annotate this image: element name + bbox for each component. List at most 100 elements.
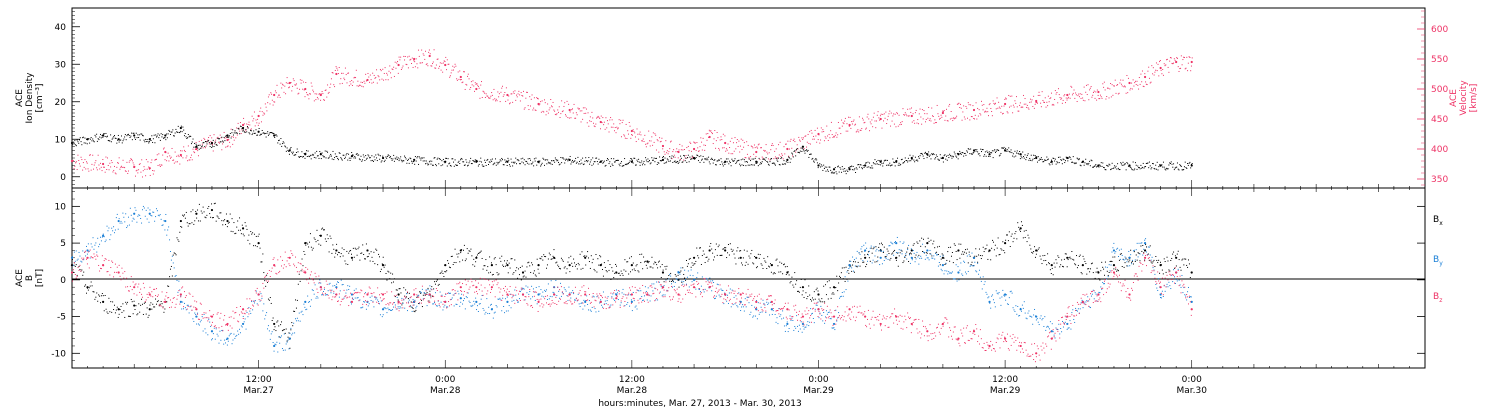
velocity-trace-dot <box>688 150 690 152</box>
velocity-trace-dot <box>563 105 565 107</box>
by-trace-dot <box>197 323 199 325</box>
bx-trace-dot <box>572 265 574 267</box>
density-trace-dot <box>355 153 357 155</box>
by-trace-dot <box>194 312 196 314</box>
velocity-trace-dot <box>79 165 81 167</box>
velocity-trace-dot <box>649 145 651 147</box>
density-trace-dot <box>651 157 653 159</box>
density-trace-dot <box>721 161 723 163</box>
velocity-trace-dot <box>647 142 649 144</box>
bx-trace-dot <box>1066 266 1068 268</box>
velocity-trace-dot <box>253 111 255 113</box>
velocity-trace-dot <box>840 133 842 135</box>
bx-trace-dot <box>181 226 183 228</box>
velocity-trace-dot <box>1131 82 1133 84</box>
bx-trace-dot <box>789 282 791 284</box>
bx-trace-dot <box>1003 250 1005 252</box>
density-trace-dot <box>898 162 900 164</box>
bx-point <box>335 249 338 252</box>
bx-trace-dot <box>523 275 525 277</box>
velocity-trace-dot <box>802 137 804 139</box>
bx-trace-dot <box>1136 259 1138 261</box>
by-trace-dot <box>171 255 173 257</box>
by-point <box>584 300 587 303</box>
density-trace-dot <box>495 164 497 166</box>
density-trace-dot <box>586 161 588 163</box>
bx-point <box>1066 256 1069 259</box>
velocity-trace-dot <box>1075 92 1077 94</box>
bx-trace-dot <box>289 347 291 349</box>
bx-trace-dot <box>90 281 92 283</box>
velocity-trace-dot <box>883 120 885 122</box>
bx-trace-dot <box>300 270 302 272</box>
bx-trace-dot <box>732 249 734 251</box>
bx-trace-dot <box>383 266 385 268</box>
bx-trace-dot <box>146 307 148 309</box>
bx-point <box>397 293 400 296</box>
density-trace-dot <box>677 162 679 164</box>
bx-trace-dot <box>205 217 207 219</box>
velocity-trace-dot <box>1160 69 1162 71</box>
by-trace-dot <box>149 209 151 211</box>
velocity-point <box>910 114 913 118</box>
bx-trace-dot <box>541 256 543 258</box>
density-trace-dot <box>1054 158 1056 160</box>
velocity-trace-dot <box>452 65 454 67</box>
velocity-trace-dot <box>823 131 825 133</box>
bx-trace-dot <box>775 259 777 261</box>
bx-trace-dot <box>91 285 93 287</box>
by-trace-dot <box>309 305 311 307</box>
bx-trace-dot <box>519 267 521 269</box>
density-trace-dot <box>138 136 140 138</box>
velocity-trace-dot <box>386 72 388 74</box>
velocity-trace-dot <box>1127 92 1129 94</box>
bx-trace-dot <box>1126 265 1128 267</box>
density-trace-dot <box>1092 166 1094 168</box>
velocity-trace-dot <box>886 123 888 125</box>
bx-trace-dot <box>752 262 754 264</box>
velocity-trace-dot <box>812 138 814 140</box>
velocity-trace-dot <box>1168 71 1170 73</box>
velocity-trace-dot <box>983 104 985 106</box>
velocity-trace-dot <box>801 137 803 139</box>
velocity-trace-dot <box>474 90 476 92</box>
density-trace-dot <box>490 159 492 161</box>
density-trace-dot <box>229 135 231 137</box>
density-trace-dot <box>983 155 985 157</box>
velocity-trace-dot <box>1026 106 1028 108</box>
density-trace-dot <box>141 133 143 135</box>
bx-trace-dot <box>1072 258 1074 260</box>
bx-trace-dot <box>140 304 142 306</box>
density-trace-dot <box>778 157 780 159</box>
bx-trace-dot <box>1100 270 1102 272</box>
density-trace-dot <box>400 159 402 161</box>
velocity-trace-dot <box>1161 73 1163 75</box>
density-trace-dot <box>1068 157 1070 159</box>
density-trace-dot <box>862 168 864 170</box>
density-trace-dot <box>289 148 291 150</box>
by-trace-dot <box>328 283 330 285</box>
density-trace-dot <box>349 159 351 161</box>
density-trace-dot <box>811 158 813 160</box>
density-trace-dot <box>1024 154 1026 156</box>
bx-trace-dot <box>189 223 191 225</box>
velocity-trace-dot <box>305 82 307 84</box>
bx-trace-dot <box>1076 267 1078 269</box>
density-trace-dot <box>1088 162 1090 164</box>
density-trace-dot <box>90 137 92 139</box>
density-trace-dot <box>996 149 998 151</box>
bx-trace-dot <box>224 219 226 221</box>
by-trace-dot <box>129 207 131 209</box>
density-trace-dot <box>98 139 100 141</box>
density-trace-dot <box>335 155 337 157</box>
bx-trace-dot <box>114 312 116 314</box>
velocity-trace-dot <box>236 127 238 129</box>
bx-trace-dot <box>526 266 528 268</box>
velocity-trace-dot <box>998 106 1000 108</box>
density-trace-dot <box>1139 168 1141 170</box>
density-trace-dot <box>235 132 237 134</box>
velocity-trace-dot <box>615 132 617 134</box>
bx-trace-dot <box>967 262 969 264</box>
density-trace-dot <box>432 164 434 166</box>
bx-trace-dot <box>1155 256 1157 258</box>
